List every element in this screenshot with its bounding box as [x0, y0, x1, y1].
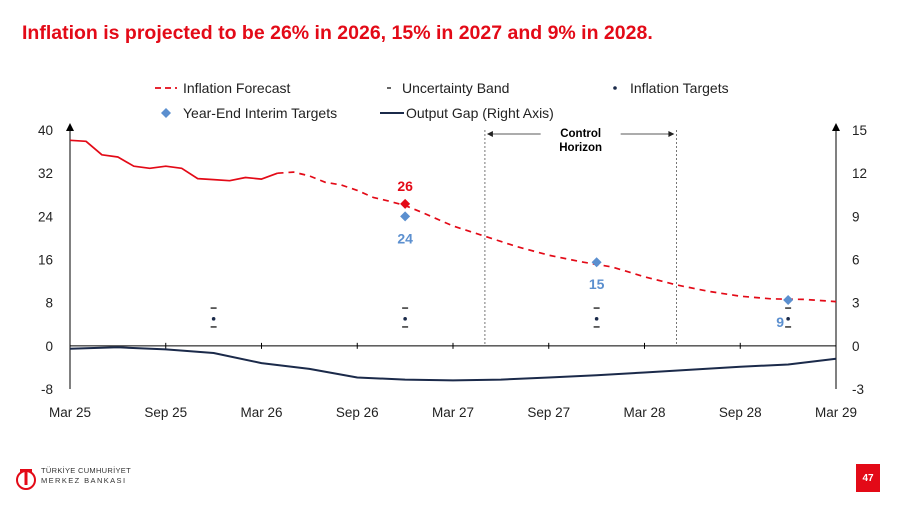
right-axis-arrow	[832, 123, 840, 131]
x-tick-label: Mar 27	[432, 405, 474, 420]
page-title: Inflation is projected to be 26% in 2026…	[22, 22, 653, 44]
control-horizon-label-line2: Horizon	[559, 142, 602, 154]
x-tick-label: Sep 27	[527, 405, 570, 420]
right-tick-label: 6	[852, 253, 860, 268]
left-tick-label: 0	[45, 339, 53, 354]
control-horizon-arrowhead-left	[486, 131, 493, 137]
series-line-actual	[69, 139, 278, 182]
right-tick-label: 0	[852, 339, 860, 354]
left-tick-label: 24	[38, 209, 54, 224]
footer-logo: TÜRKİYE CUMHURİYET MERKEZ BANKASI	[15, 466, 155, 492]
institution-line2: MERKEZ BANKASI	[41, 475, 127, 485]
control-horizon-arrowhead-right	[668, 131, 675, 137]
interim-target-label: 15	[589, 276, 605, 292]
legend-label-targets: Inflation Targets	[630, 80, 729, 96]
x-tick-label: Mar 25	[49, 405, 91, 420]
institution-line1: TÜRKİYE CUMHURİYET	[41, 466, 131, 475]
right-tick-label: 12	[852, 166, 867, 181]
left-tick-label: 32	[38, 166, 53, 181]
series-line-gap	[69, 346, 837, 382]
left-axis-arrow	[66, 123, 74, 131]
legend-swatch-targets	[613, 86, 617, 90]
forecast-highlight-label: 26	[397, 178, 413, 194]
cbrt-logo-icon	[16, 469, 36, 490]
forecast-highlight-marker	[400, 198, 411, 209]
interim-target-label: 24	[397, 230, 413, 246]
legend-swatch-interim	[161, 108, 171, 118]
interim-target-label: 9	[776, 314, 784, 330]
interim-target-marker	[783, 294, 794, 305]
inflation-target-dot	[211, 317, 216, 321]
page-number: 47	[856, 464, 880, 492]
x-tick-label: Mar 28	[623, 405, 665, 420]
inflation-target-dot	[403, 317, 407, 321]
x-tick-label: Sep 25	[144, 405, 187, 420]
x-tick-label: Sep 26	[336, 405, 379, 420]
left-tick-label: 40	[38, 123, 53, 138]
x-tick-label: Mar 29	[815, 405, 857, 420]
legend-label-band: Uncertainty Band	[402, 80, 509, 96]
right-tick-label: 9	[852, 209, 860, 224]
series-line-forecast	[277, 171, 837, 303]
left-tick-label: -8	[41, 382, 53, 397]
inflation-target-dot	[786, 317, 790, 321]
right-tick-label: 15	[852, 123, 867, 138]
left-tick-label: 16	[38, 253, 53, 268]
x-tick-label: Mar 26	[240, 405, 282, 420]
inflation-target-dot	[594, 317, 599, 321]
inflation-chart: Control Horizon 40 32 24 16 8 0 -8 15 12 9 6 3 0 -3 Mar…	[38, 80, 867, 420]
legend-label-interim: Year-End Interim Targets	[183, 105, 337, 121]
control-horizon-label-line1: Control	[560, 128, 601, 140]
left-tick-label: 8	[45, 296, 53, 311]
right-tick-label: -3	[852, 382, 864, 397]
interim-target-marker	[591, 257, 602, 268]
interim-target-marker	[400, 211, 411, 222]
right-tick-label: 3	[852, 296, 860, 311]
x-tick-label: Sep 28	[719, 405, 762, 420]
legend-label-forecast: Inflation Forecast	[183, 80, 290, 96]
legend-label-gap: Output Gap (Right Axis)	[406, 105, 554, 121]
